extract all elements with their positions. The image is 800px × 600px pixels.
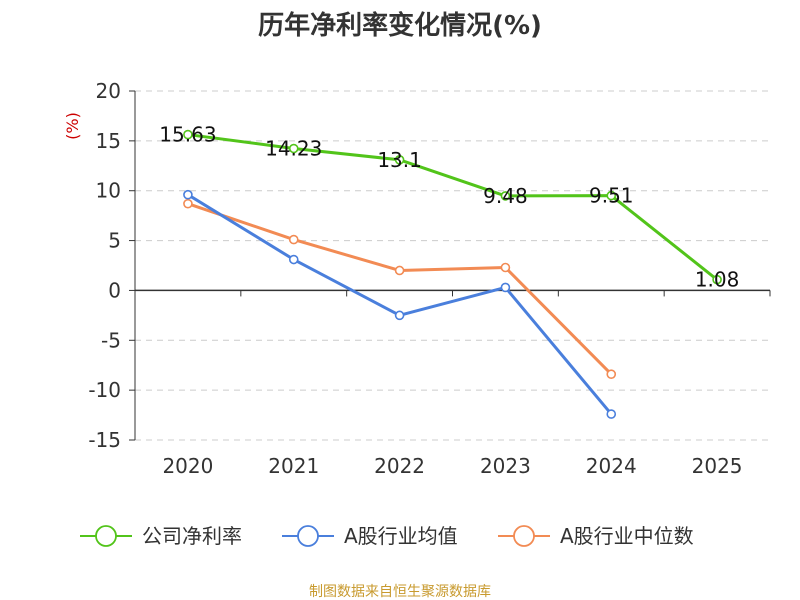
data-point xyxy=(712,274,722,285)
data-label: 13.1 xyxy=(377,148,422,172)
y-tick-labels: 20 15 10 5 0 -5 -10 -15 xyxy=(88,79,121,452)
data-point xyxy=(606,190,617,201)
series-points xyxy=(183,129,722,419)
data-label: 9.51 xyxy=(589,184,634,208)
data-point xyxy=(288,254,299,265)
data-point xyxy=(183,129,193,140)
x-tick-label: 2020 xyxy=(162,454,213,478)
grid-lines xyxy=(135,90,770,441)
data-label: 1.08 xyxy=(695,268,740,292)
y-axis-label: (%) xyxy=(63,112,82,140)
series-line-0 xyxy=(187,133,719,281)
chart-title: 历年净利率变化情况(%) xyxy=(258,10,542,41)
source-note: 制图数据来自恒生聚源数据库 xyxy=(309,584,491,600)
y-tick-label: -15 xyxy=(88,428,121,452)
data-point xyxy=(500,282,511,293)
legend[interactable]: 公司净利率 A股行业均值 A股行业中位数 xyxy=(80,524,694,548)
data-labels: 15.63 14.23 13.1 9.48 9.51 1.08 xyxy=(159,123,739,292)
data-label: 15.63 xyxy=(159,123,216,147)
legend-marker-icon xyxy=(513,525,535,547)
data-point xyxy=(606,409,617,419)
data-point xyxy=(606,369,617,379)
data-point xyxy=(500,191,511,201)
x-tick-label: 2021 xyxy=(268,454,319,478)
legend-label: A股行业均值 xyxy=(344,524,458,548)
x-tick-label: 2022 xyxy=(374,454,425,478)
data-point xyxy=(183,189,193,200)
x-tick-label: 2023 xyxy=(480,454,531,478)
x-tick-label: 2025 xyxy=(692,454,743,478)
data-point xyxy=(500,262,511,273)
data-point xyxy=(394,310,405,321)
data-label: 14.23 xyxy=(265,137,322,161)
y-tick-label: 10 xyxy=(96,179,121,203)
y-tick-label: -5 xyxy=(101,328,121,352)
y-tick-label: -10 xyxy=(88,378,121,402)
data-point xyxy=(288,143,299,154)
x-tick-labels: 2020 2021 2022 2023 2024 2025 xyxy=(162,454,742,478)
legend-item[interactable]: 公司净利率 xyxy=(80,524,242,548)
y-tick-label: 20 xyxy=(96,79,121,103)
y-tick-label: 5 xyxy=(108,229,121,253)
y-tick-label: 0 xyxy=(108,278,121,302)
legend-label: A股行业中位数 xyxy=(560,524,694,548)
data-point xyxy=(288,234,299,245)
data-point xyxy=(394,155,405,165)
legend-marker-icon xyxy=(297,525,319,547)
data-point xyxy=(183,198,193,209)
legend-label: 公司净利率 xyxy=(142,524,242,548)
series-line-2 xyxy=(187,202,613,376)
series-lines xyxy=(187,133,719,416)
legend-marker-icon xyxy=(95,525,117,547)
legend-item[interactable]: A股行业中位数 xyxy=(498,524,694,548)
data-point xyxy=(394,265,405,276)
x-tick-label: 2024 xyxy=(586,454,637,478)
legend-item[interactable]: A股行业均值 xyxy=(282,524,458,548)
axes xyxy=(129,90,771,441)
data-label: 9.48 xyxy=(483,184,528,208)
series-line-1 xyxy=(187,193,613,416)
y-tick-label: 15 xyxy=(96,129,121,153)
